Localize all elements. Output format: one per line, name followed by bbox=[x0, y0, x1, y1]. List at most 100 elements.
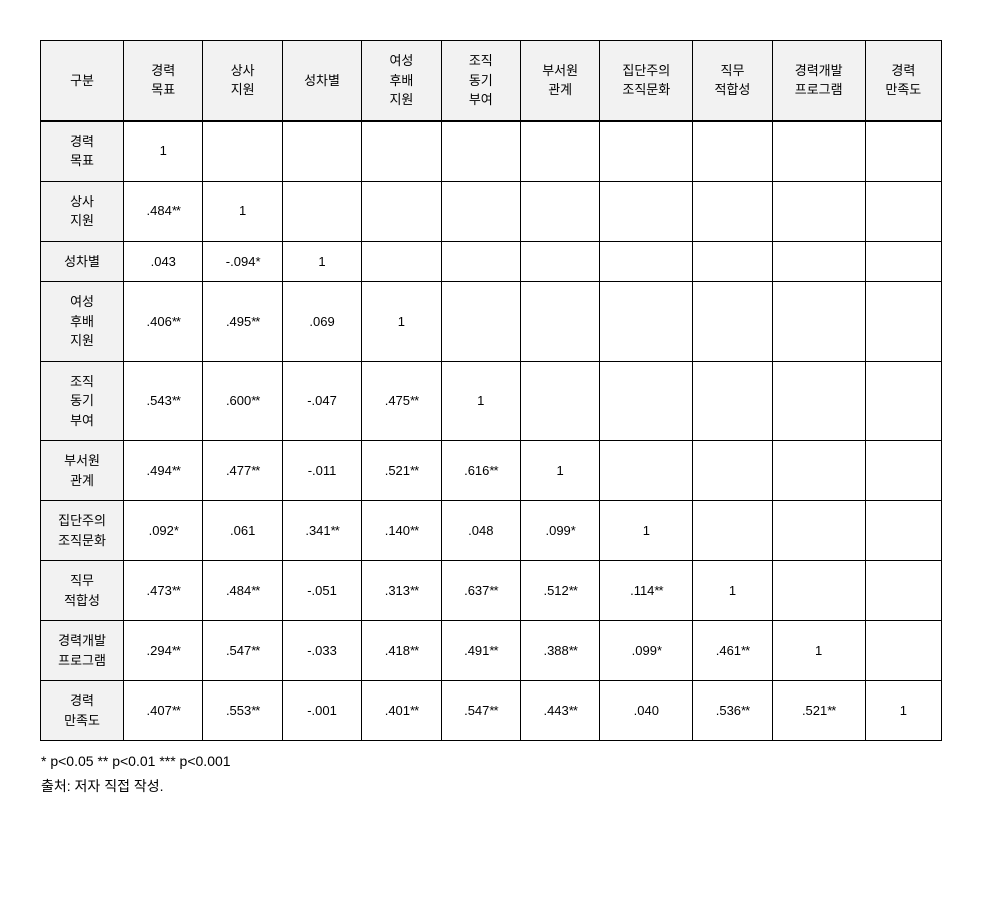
row-header: 경력개발프로그램 bbox=[41, 621, 124, 681]
table-body: 경력목표1상사지원.484**1성차별.043-.094*1여성후배지원.406… bbox=[41, 121, 942, 741]
table-cell: -.001 bbox=[282, 681, 361, 741]
source-note: 출처: 저자 직접 작성. bbox=[41, 774, 941, 799]
significance-marker: ** bbox=[489, 463, 497, 478]
table-cell: .040 bbox=[600, 681, 693, 741]
significance-marker: ** bbox=[331, 523, 339, 538]
significance-marker: * bbox=[657, 643, 661, 658]
table-cell: .484** bbox=[203, 561, 282, 621]
table-cell bbox=[520, 282, 599, 362]
table-row: 조직동기부여.543**.600**-.047.475**1 bbox=[41, 361, 942, 441]
table-cell bbox=[772, 441, 865, 501]
table-cell: .600** bbox=[203, 361, 282, 441]
table-cell: 1 bbox=[362, 282, 441, 362]
table-row: 부서원관계.494**.477**-.011.521**.616**1 bbox=[41, 441, 942, 501]
row-header: 성차별 bbox=[41, 241, 124, 282]
significance-marker: ** bbox=[569, 583, 577, 598]
table-cell: 1 bbox=[520, 441, 599, 501]
table-cell: .388** bbox=[520, 621, 599, 681]
table-cell bbox=[865, 621, 941, 681]
table-cell: .099* bbox=[600, 621, 693, 681]
table-cell: .494** bbox=[124, 441, 203, 501]
significance-marker: ** bbox=[410, 703, 418, 718]
row-header: 직무적합성 bbox=[41, 561, 124, 621]
table-cell: 1 bbox=[600, 501, 693, 561]
table-cell bbox=[441, 121, 520, 182]
column-header: 성차별 bbox=[282, 41, 361, 121]
table-cell bbox=[772, 121, 865, 182]
table-cell bbox=[600, 361, 693, 441]
row-header: 조직동기부여 bbox=[41, 361, 124, 441]
significance-marker: ** bbox=[410, 583, 418, 598]
significance-marker: ** bbox=[172, 583, 180, 598]
table-cell: .616** bbox=[441, 441, 520, 501]
significance-marker: ** bbox=[251, 703, 259, 718]
significance-marker: ** bbox=[569, 703, 577, 718]
significance-marker: ** bbox=[172, 703, 180, 718]
column-header: 조직동기부여 bbox=[441, 41, 520, 121]
table-cell bbox=[865, 441, 941, 501]
table-cell: .114** bbox=[600, 561, 693, 621]
table-cell: -.047 bbox=[282, 361, 361, 441]
column-header: 여성후배지원 bbox=[362, 41, 441, 121]
table-cell bbox=[520, 361, 599, 441]
table-cell bbox=[600, 121, 693, 182]
significance-marker: ** bbox=[569, 643, 577, 658]
significance-marker: ** bbox=[251, 583, 259, 598]
table-cell bbox=[865, 181, 941, 241]
significance-marker: ** bbox=[410, 643, 418, 658]
table-cell bbox=[282, 181, 361, 241]
column-header: 직무적합성 bbox=[693, 41, 772, 121]
table-cell bbox=[441, 282, 520, 362]
table-cell bbox=[772, 181, 865, 241]
table-row: 경력만족도.407**.553**-.001.401**.547**.443**… bbox=[41, 681, 942, 741]
table-cell bbox=[865, 561, 941, 621]
table-cell: .547** bbox=[203, 621, 282, 681]
table-cell bbox=[865, 501, 941, 561]
table-cell bbox=[772, 361, 865, 441]
column-header: 상사지원 bbox=[203, 41, 282, 121]
table-row: 상사지원.484**1 bbox=[41, 181, 942, 241]
table-cell: -.094* bbox=[203, 241, 282, 282]
table-cell bbox=[693, 121, 772, 182]
table-cell bbox=[693, 361, 772, 441]
table-cell: .069 bbox=[282, 282, 361, 362]
row-header: 여성후배지원 bbox=[41, 282, 124, 362]
table-cell: .313** bbox=[362, 561, 441, 621]
table-cell: .553** bbox=[203, 681, 282, 741]
row-header: 상사지원 bbox=[41, 181, 124, 241]
table-row: 집단주의조직문화.092*.061.341**.140**.048.099*1 bbox=[41, 501, 942, 561]
table-cell bbox=[362, 241, 441, 282]
table-cell: .521** bbox=[772, 681, 865, 741]
table-cell: .495** bbox=[203, 282, 282, 362]
table-cell bbox=[441, 241, 520, 282]
table-row: 성차별.043-.094*1 bbox=[41, 241, 942, 282]
table-cell bbox=[772, 241, 865, 282]
table-cell bbox=[600, 441, 693, 501]
table-cell: 1 bbox=[772, 621, 865, 681]
table-row: 여성후배지원.406**.495**.0691 bbox=[41, 282, 942, 362]
table-cell: .048 bbox=[441, 501, 520, 561]
table-cell: .443** bbox=[520, 681, 599, 741]
table-cell bbox=[282, 121, 361, 182]
significance-marker: ** bbox=[410, 523, 418, 538]
table-row: 직무적합성.473**.484**-.051.313**.637**.512**… bbox=[41, 561, 942, 621]
table-cell: 1 bbox=[282, 241, 361, 282]
table-cell: -.033 bbox=[282, 621, 361, 681]
table-cell: .477** bbox=[203, 441, 282, 501]
table-cell: .484** bbox=[124, 181, 203, 241]
table-cell: 1 bbox=[203, 181, 282, 241]
significance-marker: ** bbox=[172, 393, 180, 408]
table-cell: .401** bbox=[362, 681, 441, 741]
table-row: 경력개발프로그램.294**.547**-.033.418**.491**.38… bbox=[41, 621, 942, 681]
table-cell: .637** bbox=[441, 561, 520, 621]
significance-marker: * bbox=[174, 523, 178, 538]
table-cell bbox=[865, 121, 941, 182]
table-cell: 1 bbox=[693, 561, 772, 621]
table-cell bbox=[693, 282, 772, 362]
significance-marker: ** bbox=[251, 463, 259, 478]
significance-marker: ** bbox=[741, 703, 749, 718]
table-cell bbox=[693, 181, 772, 241]
column-header: 경력개발프로그램 bbox=[772, 41, 865, 121]
table-notes: * p<0.05 ** p<0.01 *** p<0.001 출처: 저자 직접… bbox=[41, 749, 941, 799]
table-cell: 1 bbox=[441, 361, 520, 441]
